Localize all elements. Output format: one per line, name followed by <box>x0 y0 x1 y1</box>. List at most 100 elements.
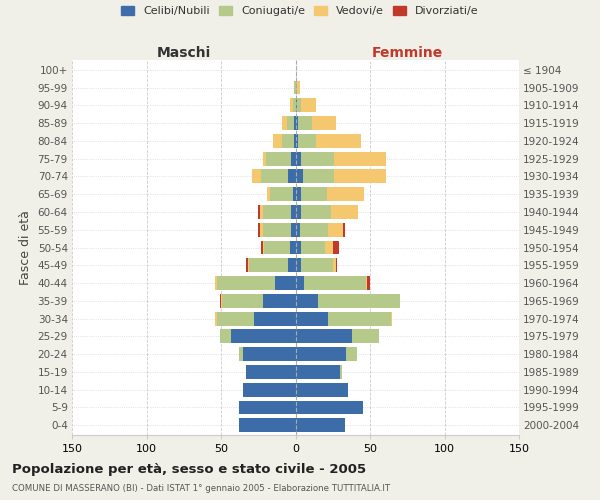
Bar <box>333 258 336 272</box>
Bar <box>294 80 296 94</box>
Bar <box>217 312 254 326</box>
Bar <box>296 188 301 201</box>
Bar <box>327 188 364 201</box>
Bar <box>297 80 300 94</box>
Bar <box>328 312 391 326</box>
Bar <box>287 116 294 130</box>
Bar <box>296 205 301 219</box>
Bar <box>263 205 291 219</box>
Bar <box>301 152 334 166</box>
Bar <box>282 134 294 148</box>
Bar <box>282 116 287 130</box>
Bar <box>296 330 352 344</box>
Bar <box>296 312 328 326</box>
Bar <box>296 152 301 166</box>
Bar <box>291 223 296 236</box>
Bar <box>220 330 232 344</box>
Bar <box>296 116 298 130</box>
Bar <box>288 170 296 183</box>
Bar <box>331 205 358 219</box>
Bar <box>296 382 347 396</box>
Bar <box>296 418 344 432</box>
Bar <box>301 188 327 201</box>
Bar <box>297 98 301 112</box>
Bar <box>215 312 217 326</box>
Bar <box>296 294 318 308</box>
Bar <box>296 80 297 94</box>
Text: Maschi: Maschi <box>157 46 211 60</box>
Bar <box>328 223 343 236</box>
Bar <box>248 258 250 272</box>
Bar <box>263 223 291 236</box>
Bar <box>223 294 263 308</box>
Bar <box>290 240 296 254</box>
Bar <box>391 312 392 326</box>
Bar <box>252 170 261 183</box>
Bar <box>217 276 275 290</box>
Bar <box>254 312 296 326</box>
Bar <box>365 276 367 290</box>
Y-axis label: Anni di nascita: Anni di nascita <box>596 204 600 291</box>
Bar <box>318 294 400 308</box>
Bar <box>296 365 340 379</box>
Bar <box>260 223 263 236</box>
Bar <box>296 347 346 361</box>
Bar <box>221 294 223 308</box>
Bar <box>301 240 325 254</box>
Bar <box>291 152 296 166</box>
Bar <box>220 294 221 308</box>
Bar <box>275 276 296 290</box>
Bar <box>333 240 339 254</box>
Bar <box>244 347 296 361</box>
Bar <box>291 205 296 219</box>
Bar <box>296 258 301 272</box>
Bar <box>293 188 296 201</box>
Bar <box>266 152 291 166</box>
Bar <box>239 400 296 414</box>
Text: Femmine: Femmine <box>371 46 443 60</box>
Bar <box>215 276 217 290</box>
Bar <box>232 330 296 344</box>
Bar <box>261 170 288 183</box>
Bar <box>325 240 333 254</box>
Text: COMUNE DI MASSERANO (BI) - Dati ISTAT 1° gennaio 2005 - Elaborazione TUTTITALIA.: COMUNE DI MASSERANO (BI) - Dati ISTAT 1°… <box>12 484 390 493</box>
Bar <box>294 134 296 148</box>
Bar <box>247 258 248 272</box>
Bar <box>273 134 282 148</box>
Bar <box>301 258 333 272</box>
Bar <box>288 258 296 272</box>
Bar <box>296 170 303 183</box>
Bar <box>300 223 328 236</box>
Bar <box>267 188 270 201</box>
Text: Popolazione per età, sesso e stato civile - 2005: Popolazione per età, sesso e stato civil… <box>12 462 366 475</box>
Bar <box>316 134 361 148</box>
Bar <box>352 330 379 344</box>
Bar <box>343 223 344 236</box>
Bar <box>239 418 296 432</box>
Legend: Celibi/Nubili, Coniugati/e, Vedovi/e, Divorziati/e: Celibi/Nubili, Coniugati/e, Vedovi/e, Di… <box>121 6 479 16</box>
Bar <box>290 98 293 112</box>
Bar <box>296 400 362 414</box>
Bar <box>296 223 300 236</box>
Bar <box>334 152 386 166</box>
Bar <box>244 382 296 396</box>
Bar <box>261 240 263 254</box>
Bar <box>312 116 336 130</box>
Bar <box>303 170 334 183</box>
Bar <box>367 276 370 290</box>
Bar <box>298 116 312 130</box>
Bar <box>296 98 297 112</box>
Bar <box>263 294 296 308</box>
Bar <box>340 365 341 379</box>
Bar <box>304 276 365 290</box>
Bar <box>294 116 296 130</box>
Bar <box>247 365 296 379</box>
Bar <box>336 258 337 272</box>
Bar <box>293 98 296 112</box>
Bar <box>260 205 263 219</box>
Bar <box>239 347 244 361</box>
Bar <box>258 223 260 236</box>
Bar <box>298 134 316 148</box>
Bar <box>334 170 386 183</box>
Y-axis label: Fasce di età: Fasce di età <box>19 210 32 285</box>
